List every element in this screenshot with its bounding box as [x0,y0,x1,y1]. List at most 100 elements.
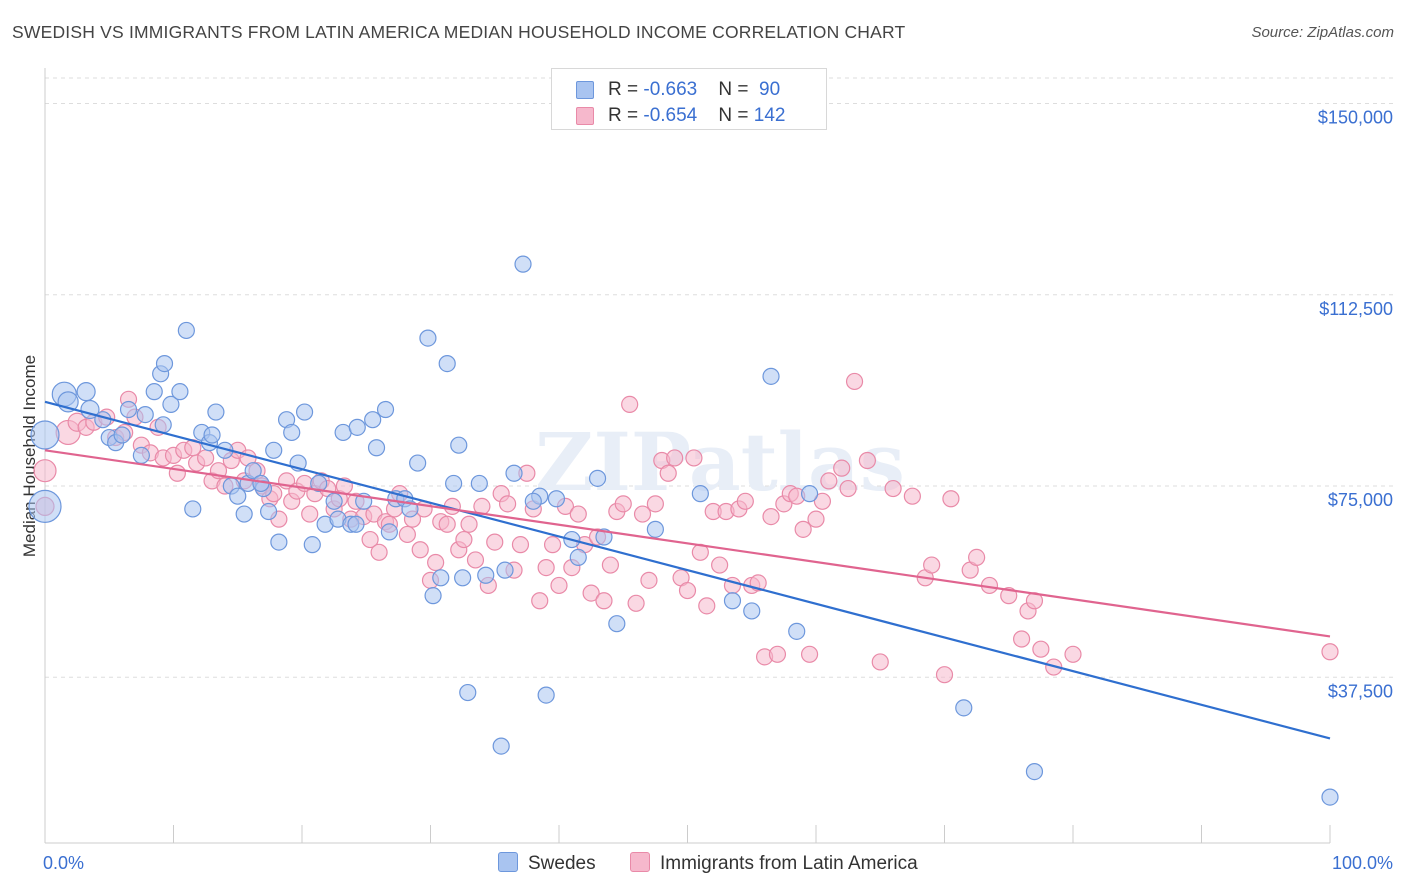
x-tick-label: 100.0% [1332,853,1393,873]
latin-america-point [762,507,780,526]
swedes-point [303,536,321,554]
latin-america-point [839,479,857,498]
latin-america-point [678,581,697,600]
latin-america-point [794,520,812,538]
latin-america-trend-line [44,449,1331,638]
swedes-point [445,474,463,493]
swedes-point [955,699,973,717]
latin-america-point [1012,630,1031,648]
latin-america-point [968,548,986,567]
swedes-point [94,411,112,429]
latin-america-point [411,541,429,559]
legend-n-label: N = [718,79,754,100]
latin-america-point [486,533,504,551]
latin-america-point [614,495,632,513]
swedes-point [76,382,96,402]
latin-america-point [942,490,960,508]
swedes-point [1321,788,1339,806]
swedes-point [477,566,495,584]
legend-n-label: N = [718,105,754,126]
latin-america-point [601,556,620,574]
swedes-point [450,436,468,454]
y-tick-label: $75,000 [1328,490,1393,510]
swedes-point [505,464,523,482]
swedes-point [171,383,189,401]
swedes-point [270,533,288,551]
swedes-point [723,592,742,610]
swedes-point [244,462,262,480]
swedes-point [162,395,180,413]
x-tick-label: 0.0% [43,853,84,873]
latin-america-point [1064,645,1082,663]
latin-america-point [633,505,652,523]
latin-america-point [659,464,677,482]
latin-america-point [537,558,555,577]
latin-america-point [1000,587,1018,605]
swedes-point [470,474,488,493]
legend-text-swedes: R = -0.663 N = 90 [608,79,780,101]
latin-america-point [1321,643,1339,661]
swedes-point [492,737,510,755]
latin-america-point [935,666,954,684]
latin-america-point [1032,640,1050,658]
swedes-point [367,439,386,457]
swedes-point [203,426,221,444]
legend-r-value: -0.654 [643,105,698,126]
swedes-point [119,400,138,419]
latin-america-point [884,479,902,498]
latin-america-point [361,530,379,549]
bottom-legend-swatch-swedes [498,852,518,872]
swedes-point [265,441,283,459]
swedes-point [229,487,247,505]
swedes-point [743,602,761,620]
latin-america-point [438,515,456,533]
swedes-point [800,485,819,503]
bottom-legend-label-swedes: Swedes [528,853,596,874]
swedes-point [514,255,532,273]
bottom-legend-swatch-latin-america [630,852,650,872]
swedes-point [524,492,542,510]
swedes-point [788,622,806,640]
swedes-point [595,528,613,546]
latin-america-point [550,576,568,595]
latin-america-point [531,592,549,610]
swedes-point [1025,762,1044,781]
swedes-point [184,500,202,518]
latin-america-point [800,645,819,663]
swedes-point [145,383,163,401]
latin-america-point [427,553,445,572]
latin-america-point [923,556,941,574]
latin-america-point [582,584,600,602]
latin-america-point [903,487,921,505]
latin-america-point [370,543,388,561]
bottom-legend-latin-america: Immigrants from Latin America [630,852,918,875]
swedes-point [496,561,514,579]
swedes-point [762,367,780,385]
legend-swatch-swedes [576,81,594,99]
swedes-point [113,426,131,444]
latin-america-point [543,536,562,554]
swedes-point [646,520,664,538]
swedes-point [419,329,437,347]
latin-america-point [768,645,787,663]
swedes-point [207,403,225,421]
latin-america-point [646,495,664,513]
swedes-point [424,587,442,605]
legend-n-value: 142 [753,105,786,126]
latin-america-point [845,372,864,391]
latin-america-point [511,536,530,554]
latin-america-point [858,451,877,470]
latin-america-point [33,459,57,483]
swedes-point [132,446,150,464]
legend-n-value: 90 [753,79,781,100]
swedes-point [376,400,395,419]
swedes-point [259,502,278,521]
swedes-point [295,403,314,421]
latin-america-point [813,492,832,510]
latin-america-point [569,505,587,523]
latin-america-point [711,556,729,574]
swedes-point [310,474,328,493]
latin-america-point [499,495,517,513]
bottom-legend-swedes: Swedes [498,852,596,875]
swedes-point [30,420,60,450]
